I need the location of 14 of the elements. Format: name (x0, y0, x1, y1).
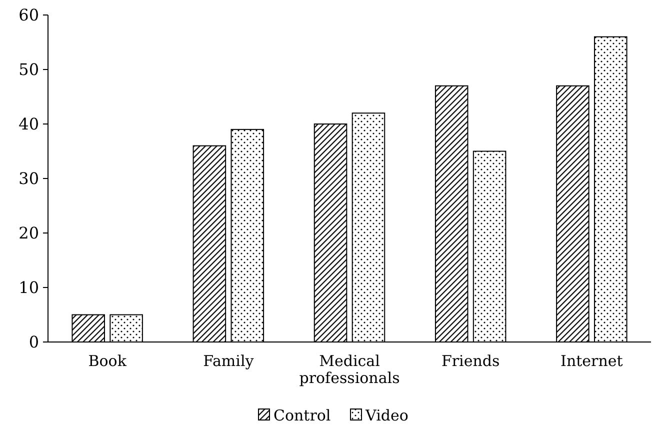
y-tick-label: 20 (18, 224, 39, 243)
y-tick-label: 60 (18, 6, 39, 25)
x-tick-label: Friends (441, 352, 500, 370)
x-tick-label: Family (203, 352, 254, 370)
y-tick-label: 50 (18, 60, 39, 80)
y-tick-label: 0 (28, 332, 39, 352)
x-tick-label: Medical professionals (299, 352, 400, 387)
y-tick-label: 40 (18, 114, 39, 134)
y-tick-label: 10 (18, 278, 39, 298)
x-tick-label: Internet (560, 352, 623, 370)
y-tick-label: 30 (18, 169, 39, 188)
x-tick-label: Book (88, 352, 128, 370)
legend-label: Video (364, 406, 408, 424)
legend-label: Control (274, 406, 331, 424)
